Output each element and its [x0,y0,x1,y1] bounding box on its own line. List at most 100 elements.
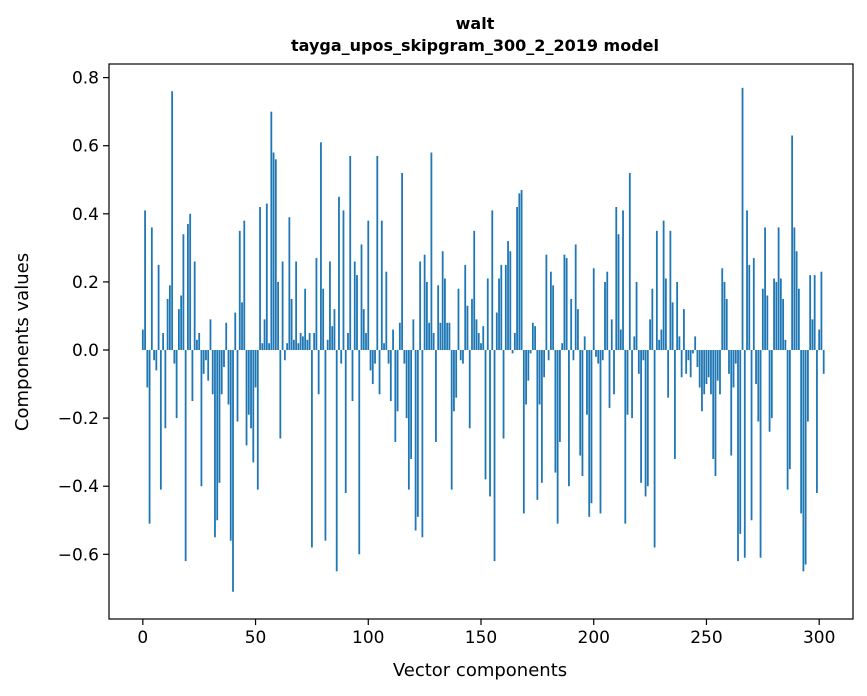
bar [583,336,586,351]
bar [664,278,667,351]
bar [635,281,638,351]
bar [250,350,252,429]
bar [590,350,593,504]
bar [793,227,796,351]
bar [622,210,624,351]
bar [342,210,345,351]
bar [540,350,543,483]
bar [513,332,516,351]
bar [333,309,336,351]
bar [214,350,216,538]
bar [764,227,766,351]
y-tick-label: −0.4 [58,477,99,497]
bar [518,193,521,351]
bar [489,350,491,497]
bar [279,350,282,439]
bar [653,350,656,548]
bar [439,322,442,351]
bar [538,350,541,405]
bar [732,350,735,388]
y-tick-label: 0.8 [72,69,99,89]
bar [615,207,618,351]
bar [662,220,665,351]
bar [807,350,809,422]
bar [184,350,187,562]
bar [500,264,503,351]
bar [658,339,661,351]
bar [205,350,207,361]
bar [209,319,212,351]
bar [247,350,250,415]
bar [507,241,509,351]
y-tick-label: −0.6 [58,545,99,565]
bar [349,155,352,351]
bar [225,322,228,351]
bar [383,343,385,351]
bar [299,332,302,351]
bar [311,350,313,548]
bar [254,350,257,388]
bar [367,220,370,351]
bar [385,271,388,351]
bar [193,261,196,351]
bar [159,350,162,490]
bar [545,254,548,351]
bar [599,350,602,514]
bar [705,350,708,385]
bar [317,350,320,395]
bar [660,329,663,351]
bar [430,152,433,351]
bar [520,189,523,351]
bar [565,258,568,351]
bar [146,350,149,388]
bar [667,350,670,398]
bar [683,309,685,351]
bar [202,350,205,374]
y-tick-label: −0.2 [58,409,99,429]
bar [162,332,165,351]
bar [335,350,338,572]
bar [459,350,462,361]
bar [306,339,309,351]
bar [155,350,158,371]
bar [770,350,773,419]
bar [818,329,821,351]
bar [676,281,679,351]
bar [428,322,431,351]
bar [721,268,724,351]
bar [301,336,304,351]
bar [766,295,769,351]
bar [403,350,406,364]
bar [277,281,279,351]
bar [734,350,737,364]
bar [707,350,710,378]
bar [356,275,358,351]
bar [444,278,446,351]
bar [331,326,334,351]
bar [220,350,223,395]
bar [218,350,221,483]
bar [606,271,609,351]
bar [473,230,476,351]
bar [380,220,383,351]
bar [329,261,331,351]
bar [529,350,532,354]
bar [398,322,401,351]
bar [351,350,354,402]
bar [651,288,654,351]
bar [252,350,255,463]
bar [710,350,712,395]
bar [187,224,189,351]
bar [619,329,622,351]
bar [392,329,394,351]
bar [229,350,232,541]
bar [153,350,155,361]
bar [256,350,259,490]
bar [640,350,642,483]
chart-title: walt [456,14,495,33]
bar [157,264,160,351]
bar [577,309,579,351]
bar [464,264,467,351]
bar [522,350,525,514]
bar [728,350,730,374]
